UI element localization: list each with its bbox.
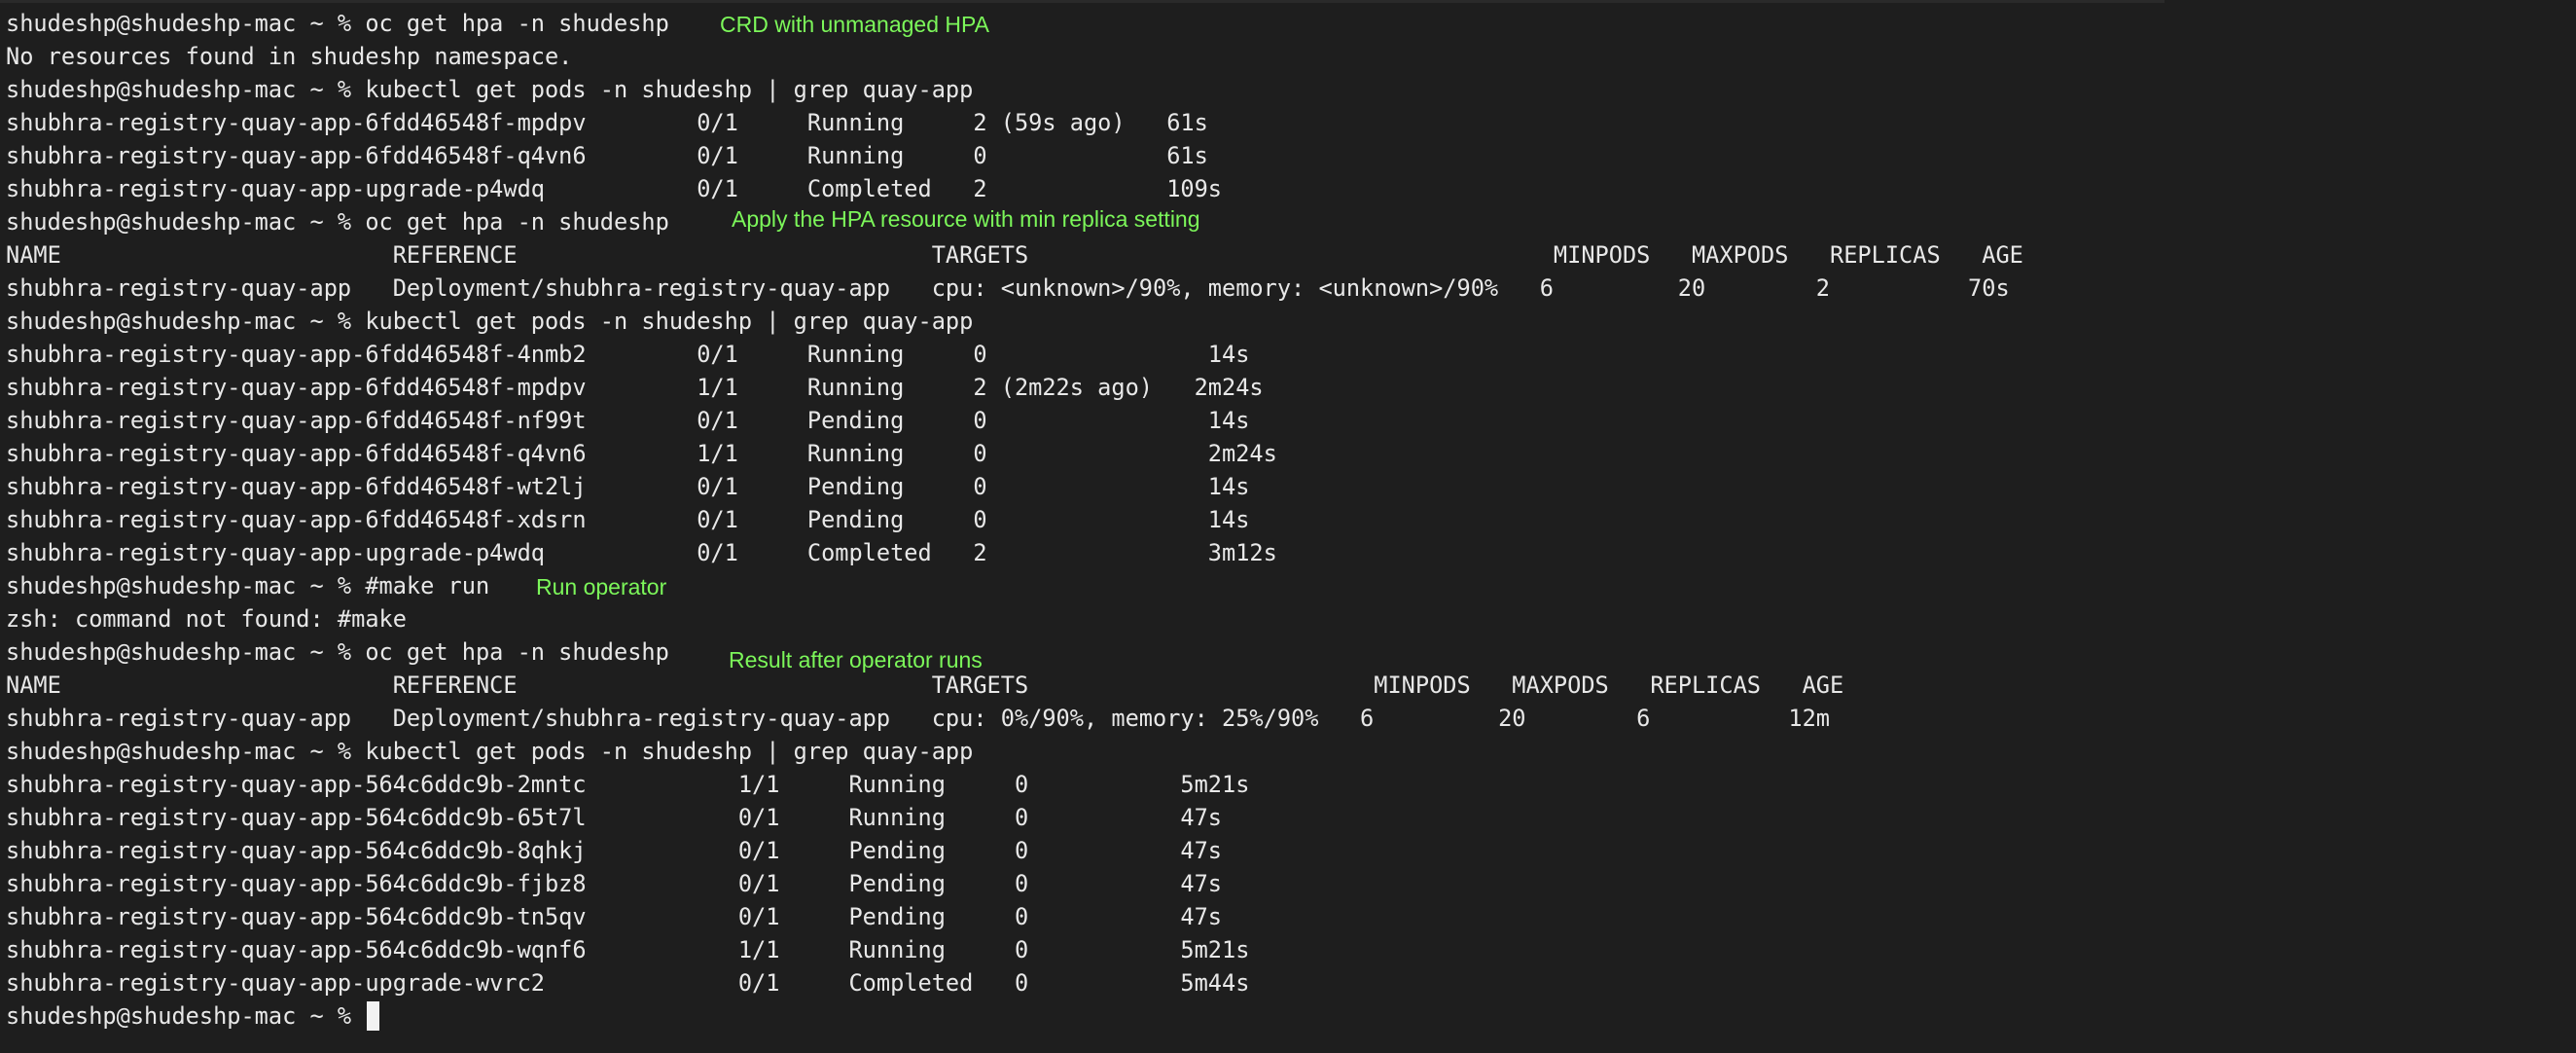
terminal-line: shubhra-registry-quay-app-564c6ddc9b-8qh…: [6, 837, 1223, 864]
terminal-line: shudeshp@shudeshp-mac ~ % oc get hpa -n …: [6, 208, 669, 236]
terminal-line: shudeshp@shudeshp-mac ~ % #make run: [6, 572, 490, 599]
terminal-line: shudeshp@shudeshp-mac ~ % kubectl get po…: [6, 738, 974, 765]
terminal-line: shubhra-registry-quay-app-564c6ddc9b-65t…: [6, 804, 1223, 831]
terminal-line: shubhra-registry-quay-app-564c6ddc9b-tn5…: [6, 903, 1223, 930]
hpa-table-header: NAME REFERENCE TARGETS MINPODS MAXPODS R…: [6, 241, 2023, 269]
annotation-result-after-operator: Result after operator runs: [729, 647, 983, 672]
terminal-line: shudeshp@shudeshp-mac ~ % kubectl get po…: [6, 76, 974, 103]
terminal-line: shubhra-registry-quay-app-6fdd46548f-mpd…: [6, 374, 1264, 401]
annotation-crd-unmanaged-hpa: CRD with unmanaged HPA: [720, 12, 989, 37]
prompt-line[interactable]: shudeshp@shudeshp-mac ~ %: [6, 1000, 380, 1032]
hpa-table-header: NAME REFERENCE TARGETS MINPODS MAXPODS R…: [6, 672, 1844, 699]
terminal-line: shubhra-registry-quay-app-6fdd46548f-nf9…: [6, 407, 1250, 434]
hpa-table-row: shubhra-registry-quay-app Deployment/shu…: [6, 274, 2010, 302]
text-cursor: [367, 1001, 380, 1031]
terminal-line: shudeshp@shudeshp-mac ~ % oc get hpa -n …: [6, 638, 669, 666]
hpa-table-row: shubhra-registry-quay-app Deployment/shu…: [6, 705, 1831, 732]
annotation-run-operator: Run operator: [536, 574, 667, 599]
terminal-top-edge: [0, 0, 2165, 3]
terminal-line: shubhra-registry-quay-app-upgrade-p4wdq …: [6, 539, 1277, 566]
terminal-line: shubhra-registry-quay-app-upgrade-p4wdq …: [6, 175, 1223, 202]
terminal-line: shubhra-registry-quay-app-6fdd46548f-wt2…: [6, 473, 1250, 500]
terminal-line: shubhra-registry-quay-app-564c6ddc9b-2mn…: [6, 771, 1250, 798]
terminal-line: shubhra-registry-quay-app-6fdd46548f-mpd…: [6, 109, 1208, 136]
terminal-line: No resources found in shudeshp namespace…: [6, 43, 573, 70]
terminal-line: shudeshp@shudeshp-mac ~ % kubectl get po…: [6, 308, 974, 335]
prompt-text: shudeshp@shudeshp-mac ~ %: [6, 1002, 366, 1030]
terminal-line: shubhra-registry-quay-app-6fdd46548f-q4v…: [6, 142, 1208, 169]
terminal-line: shubhra-registry-quay-app-6fdd46548f-4nm…: [6, 341, 1250, 368]
terminal-line: shubhra-registry-quay-app-6fdd46548f-xds…: [6, 506, 1250, 533]
terminal-line: shubhra-registry-quay-app-6fdd46548f-q4v…: [6, 440, 1277, 467]
terminal-line: shubhra-registry-quay-app-564c6ddc9b-fjb…: [6, 870, 1223, 897]
terminal-line: zsh: command not found: #make: [6, 605, 407, 633]
terminal-line: shudeshp@shudeshp-mac ~ % oc get hpa -n …: [6, 10, 669, 37]
terminal-line: shubhra-registry-quay-app-upgrade-wvrc2 …: [6, 969, 1250, 997]
terminal-line: shubhra-registry-quay-app-564c6ddc9b-wqn…: [6, 936, 1250, 963]
annotation-apply-hpa: Apply the HPA resource with min replica …: [732, 206, 1200, 232]
